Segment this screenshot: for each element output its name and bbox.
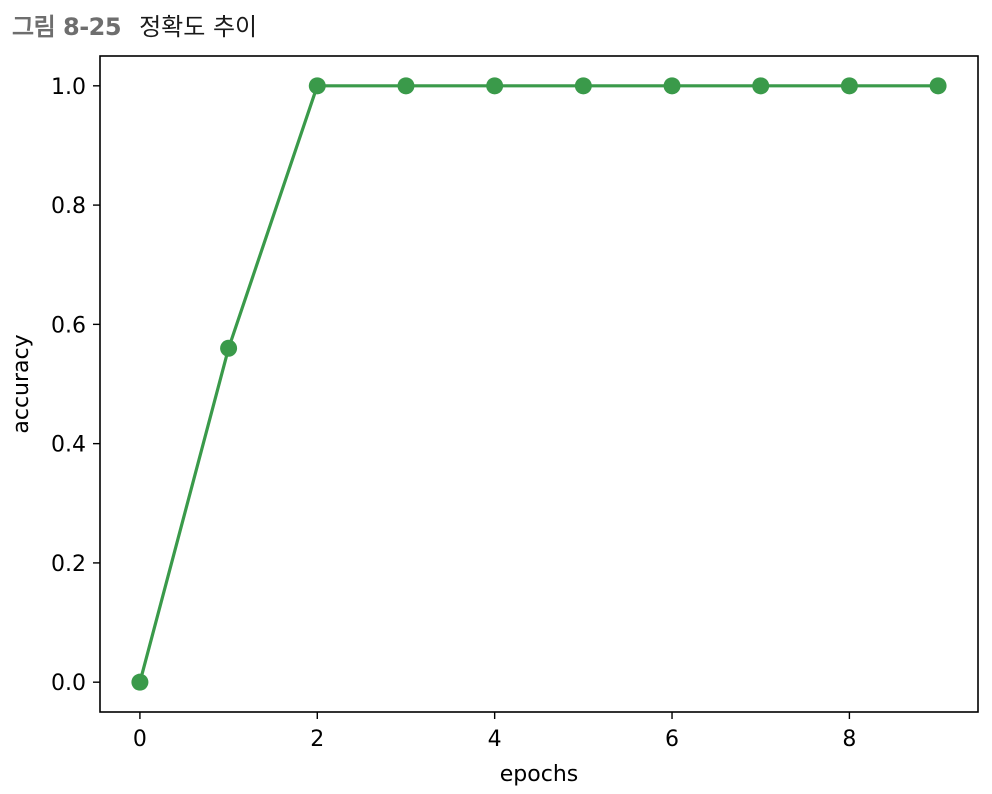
data-point [752, 77, 770, 95]
x-tick-label: 8 [842, 727, 856, 752]
x-tick-label: 2 [310, 727, 324, 752]
data-point [663, 77, 681, 95]
y-axis-label: accuracy [9, 334, 34, 433]
plot-frame [99, 55, 979, 713]
x-tick-label: 4 [488, 727, 502, 752]
data-point [308, 77, 326, 95]
data-point [220, 339, 238, 357]
x-tick-label: 0 [133, 727, 147, 752]
data-point [840, 77, 858, 95]
x-tick-label: 6 [665, 727, 679, 752]
y-tick-label: 0.8 [51, 194, 86, 219]
y-tick-label: 0.4 [51, 433, 86, 458]
figure-caption: 그림 8-25 정확도 추이 [12, 6, 257, 42]
data-point [486, 77, 504, 95]
y-tick-label: 1.0 [51, 75, 86, 100]
figure-title: 정확도 추이 [139, 12, 258, 41]
data-point [131, 673, 149, 691]
series-line [138, 84, 940, 684]
figure-number: 그림 8-25 [12, 12, 122, 41]
y-tick-label: 0.6 [51, 313, 86, 338]
data-point [397, 77, 415, 95]
data-point [574, 77, 592, 95]
ticks-layer: 0 2 4 6 8 0.0 0.2 0.4 0.6 0.8 1.0 [51, 75, 856, 752]
y-tick-label: 0.0 [51, 671, 86, 696]
series-layer [131, 77, 947, 691]
data-point [929, 77, 947, 95]
y-tick-label: 0.2 [51, 552, 86, 577]
x-axis-label: epochs [500, 762, 578, 787]
